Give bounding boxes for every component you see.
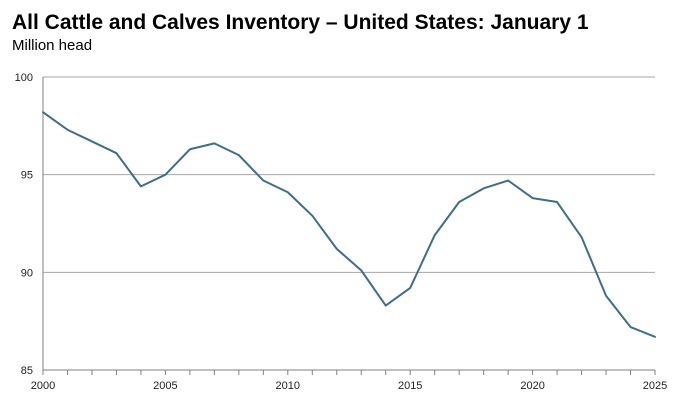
y-tick-label-90: 90 bbox=[21, 267, 33, 279]
y-tick-labels: 85 90 95 100 bbox=[15, 72, 33, 377]
x-tick-label-2015: 2015 bbox=[398, 380, 422, 392]
y-tick-label-95: 95 bbox=[21, 170, 33, 182]
gridlines bbox=[43, 76, 655, 273]
y-tick-label-100: 100 bbox=[15, 72, 33, 84]
x-tick-label-2000: 2000 bbox=[31, 380, 55, 392]
chart-subtitle: Million head bbox=[12, 37, 93, 54]
x-tick-label-2005: 2005 bbox=[153, 380, 177, 392]
axes bbox=[42, 77, 656, 375]
series-group bbox=[42, 111, 656, 338]
x-tick-label-2025: 2025 bbox=[643, 380, 667, 392]
x-tick-label-2010: 2010 bbox=[276, 380, 300, 392]
chart-title: All Cattle and Calves Inventory – United… bbox=[12, 11, 589, 34]
series-line-0 bbox=[42, 111, 656, 338]
y-tick-label-85: 85 bbox=[21, 365, 33, 377]
x-tick-labels: 2000 2005 2010 2015 2020 2025 bbox=[31, 380, 667, 392]
x-tick-label-2020: 2020 bbox=[520, 380, 544, 392]
